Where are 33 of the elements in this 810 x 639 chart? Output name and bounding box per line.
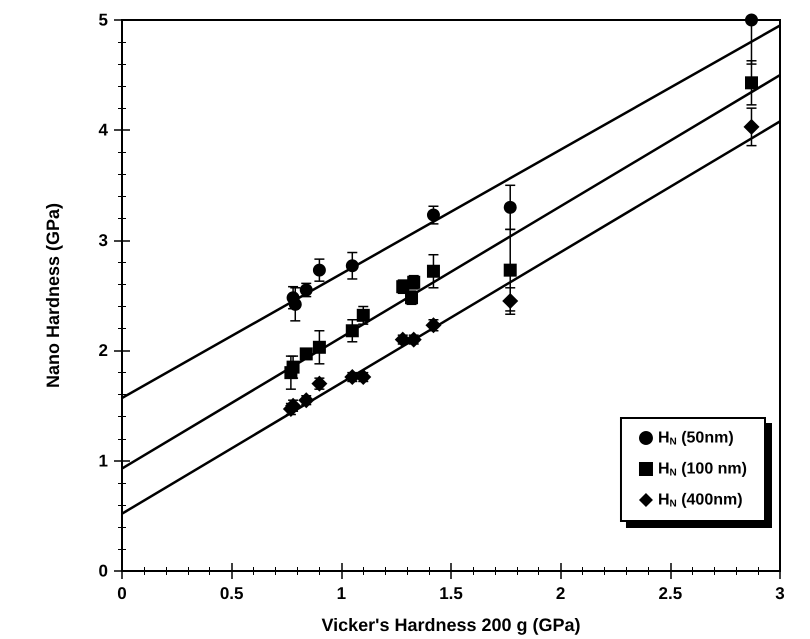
x-axis-title: Vicker's Hardness 200 g (GPa) [321, 615, 581, 635]
point [286, 360, 300, 374]
point [298, 392, 314, 408]
y-tick-label: 1 [98, 451, 108, 470]
point [288, 298, 302, 311]
point [743, 118, 760, 135]
x-tick-label: 2 [556, 584, 566, 603]
point [504, 264, 517, 277]
y-tick-label: 3 [98, 230, 108, 250]
point [300, 347, 313, 360]
x-tick-label: 0.5 [220, 584, 244, 603]
x-tick-label: 1 [336, 584, 346, 603]
point [346, 324, 359, 338]
point [502, 293, 518, 310]
y-tick-label: 0 [98, 562, 108, 580]
x-tick-label: 1.5 [439, 584, 463, 603]
point [407, 276, 420, 289]
x-tick-label: 0 [117, 584, 127, 603]
x-tick-label: 2.5 [658, 584, 682, 603]
point [312, 264, 326, 277]
point [356, 308, 370, 322]
point [745, 14, 758, 26]
y-axis-title: Nano Hardness (GPa) [43, 202, 63, 388]
y-tick-label: 4 [98, 120, 109, 140]
point [744, 76, 758, 90]
point [426, 264, 440, 278]
x-tick-label: 3 [775, 584, 785, 603]
point [312, 340, 326, 354]
point [346, 259, 359, 272]
y-tick-label: 5 [98, 10, 108, 30]
y-tick-label: 2 [98, 341, 108, 360]
point [504, 200, 517, 214]
point [426, 208, 440, 222]
